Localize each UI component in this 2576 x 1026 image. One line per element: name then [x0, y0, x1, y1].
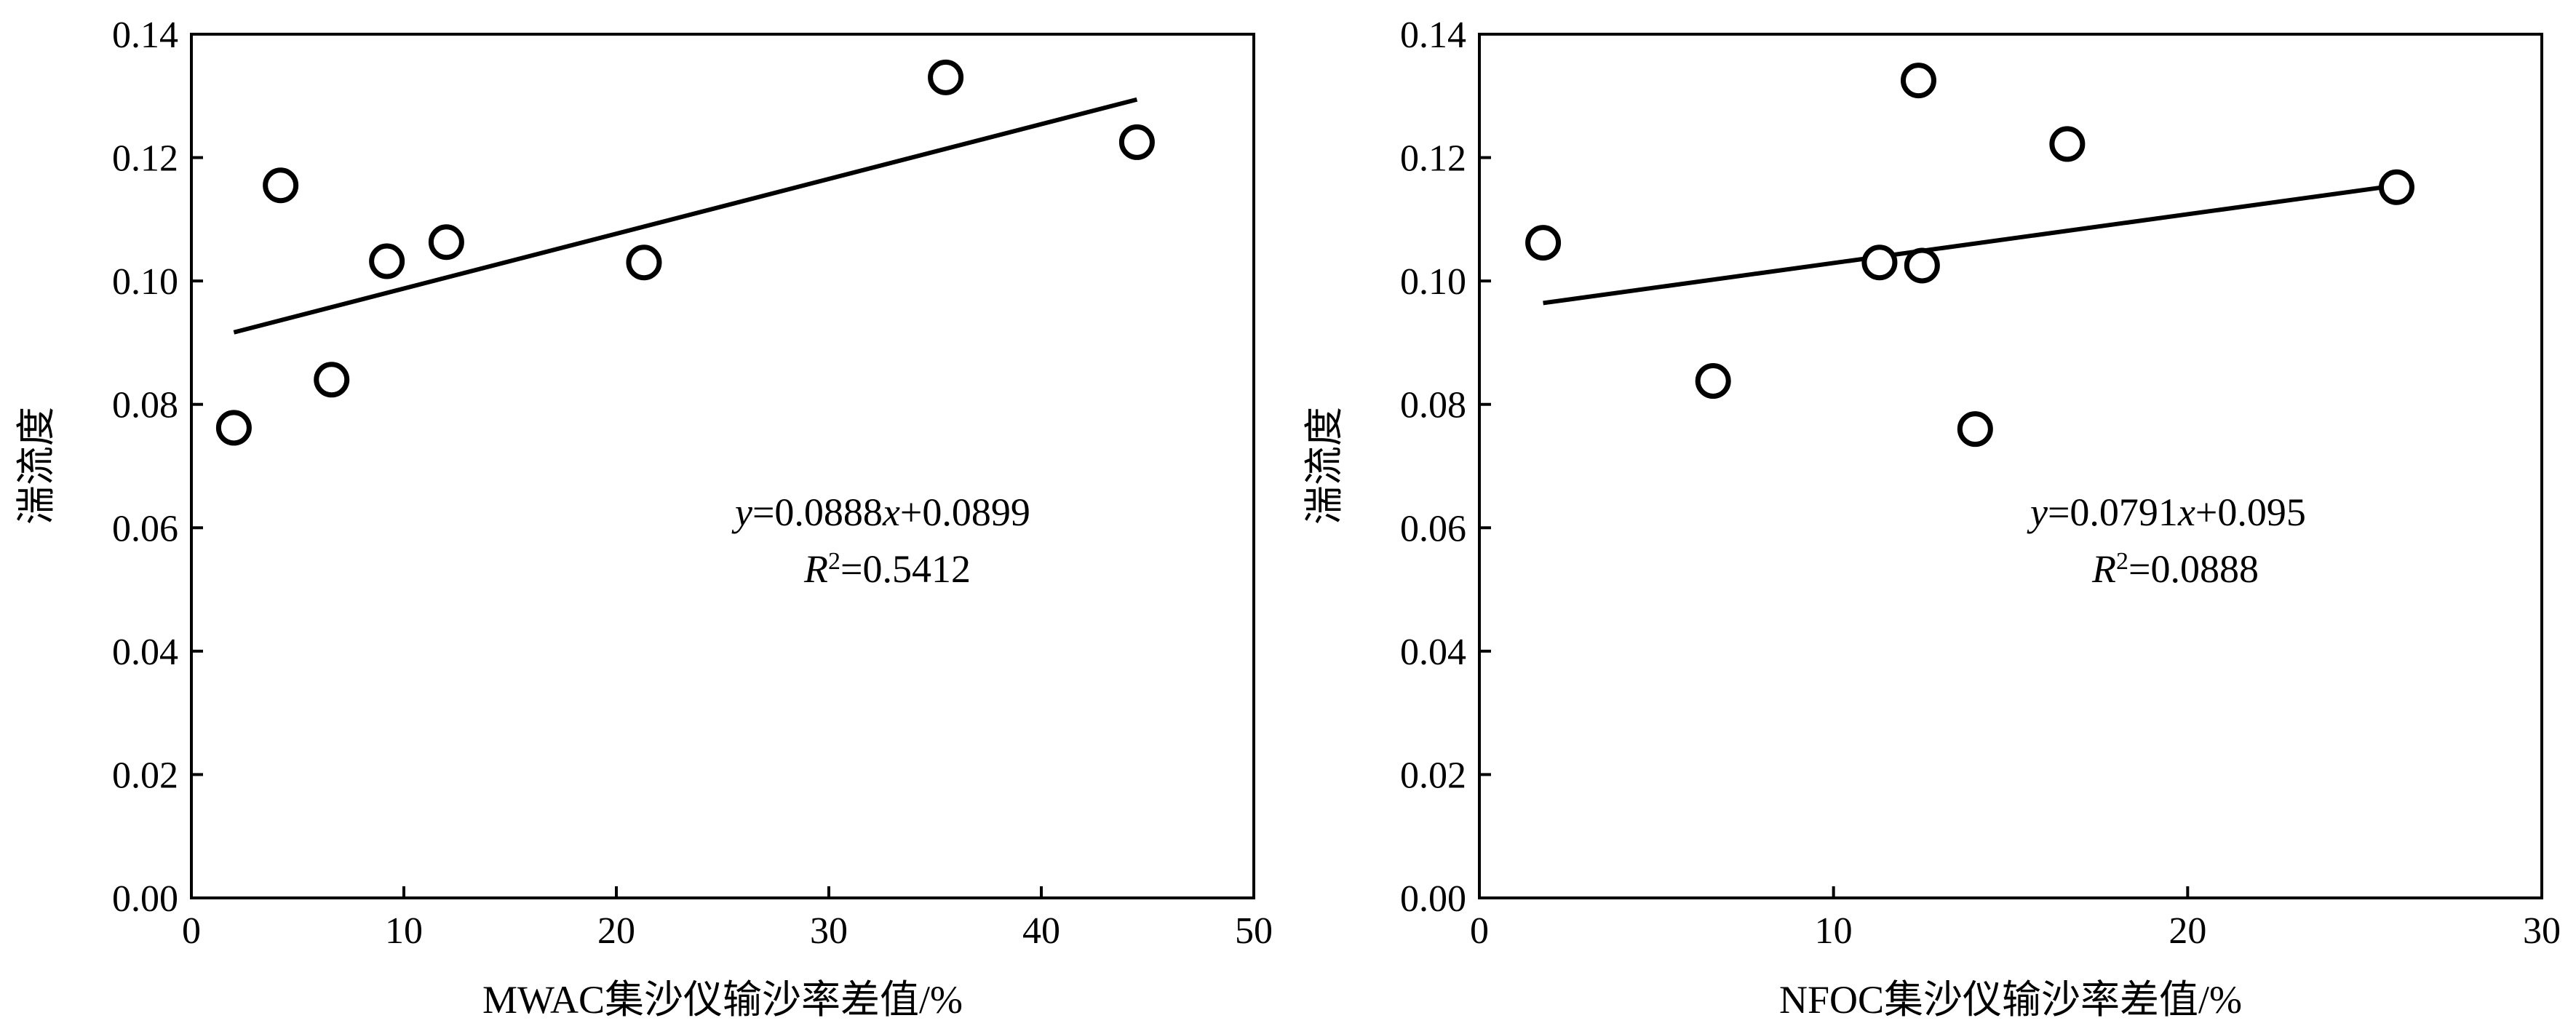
- data-point: [263, 167, 299, 204]
- y-axis-ticks: 0.00 0.02 0.04 0.06 0.08 0.10 0.12 0.14: [1400, 15, 1491, 920]
- x-tick-label: 30: [2523, 910, 2561, 952]
- x-tick-label: 30: [810, 910, 848, 952]
- y-tick-label: 0.06: [112, 508, 178, 549]
- data-point: [428, 224, 464, 261]
- x-tick-label: 10: [1815, 910, 1853, 952]
- y-tick-label: 0.04: [112, 632, 178, 673]
- fit-equation: y=0.0791x+0.095: [2027, 490, 2306, 534]
- r2-value: =0.0888: [2128, 547, 2259, 591]
- x-axis-ticks: 0 10 20 30: [1470, 886, 2561, 952]
- fit-r-squared: R2=0.0888: [2091, 547, 2259, 591]
- data-point: [1900, 63, 1936, 99]
- data-point: [1904, 247, 1940, 284]
- y-axis-title: 湍流度: [1303, 407, 1346, 525]
- plot-frame: [1478, 33, 2543, 899]
- regression-line: [233, 97, 1138, 335]
- y-tick-label: 0.08: [112, 385, 178, 426]
- y-tick-label: 0.02: [1400, 755, 1466, 796]
- x-tick-label: 20: [597, 910, 635, 952]
- data-point: [369, 243, 405, 279]
- x-tick-label: 0: [1470, 910, 1489, 952]
- data-point: [626, 244, 662, 281]
- y-tick-label: 0.10: [1400, 261, 1466, 303]
- points-layer: [215, 59, 1155, 446]
- x-tick-label: 20: [2168, 910, 2206, 952]
- y-tick-label: 0.12: [112, 138, 178, 180]
- points-layer: [1525, 63, 2414, 448]
- fit-equation: y=0.0888x+0.0899: [731, 490, 1030, 534]
- data-point: [1957, 411, 1993, 448]
- eq-y-var: y: [731, 490, 752, 534]
- data-point: [215, 410, 252, 446]
- y-tick-label: 0.14: [1400, 15, 1466, 56]
- y-tick-label: 0.00: [112, 878, 178, 920]
- regression-line: [1543, 183, 2397, 306]
- y-tick-label: 0.00: [1400, 878, 1466, 920]
- x-axis-ticks: 0 10 20 30 40 50: [182, 886, 1273, 952]
- scatter-panel-mwac: 0.00 0.02 0.04 0.06 0.08 0.10 0.12 0.14 0 10 20 30…: [15, 15, 1273, 1022]
- data-point: [928, 59, 964, 95]
- y-axis-ticks: 0.00 0.02 0.04 0.06 0.08 0.10 0.12 0.14: [112, 15, 203, 920]
- y-tick-label: 0.08: [1400, 385, 1466, 426]
- y-tick-label: 0.06: [1400, 508, 1466, 549]
- x-axis-title: NFOC集沙仪输沙率差值/%: [1779, 978, 2242, 1022]
- data-point: [2378, 169, 2414, 205]
- r2-superscript: 2: [2116, 548, 2128, 575]
- x-tick-label: 40: [1022, 910, 1060, 952]
- data-point: [2049, 126, 2086, 162]
- x-tick-label: 10: [385, 910, 423, 952]
- eq-slope: =0.0888: [752, 490, 883, 534]
- data-point: [1861, 244, 1898, 281]
- r2-value: =0.5412: [840, 547, 971, 591]
- x-tick-label: 50: [1235, 910, 1273, 952]
- eq-y-var: y: [2027, 490, 2048, 534]
- r2-symbol: R: [2091, 547, 2116, 591]
- eq-slope: =0.0791: [2048, 490, 2178, 534]
- fit-layer: [233, 97, 1138, 335]
- fit-r-squared: R2=0.5412: [803, 547, 971, 591]
- y-tick-label: 0.02: [112, 755, 178, 796]
- r2-symbol: R: [803, 547, 828, 591]
- x-tick-label: 0: [182, 910, 201, 952]
- data-point: [1118, 124, 1155, 160]
- x-axis-title: MWAC集沙仪输沙率差值/%: [482, 978, 963, 1022]
- fit-layer: [1543, 183, 2397, 306]
- data-point: [314, 362, 350, 398]
- eq-intercept: +0.095: [2195, 490, 2306, 534]
- y-axis-title: 湍流度: [15, 407, 58, 525]
- plot-frame: [190, 33, 1255, 899]
- scatter-panel-nfoc: 0.00 0.02 0.04 0.06 0.08 0.10 0.12 0.14 0 10 20 30…: [1303, 15, 2561, 1022]
- r2-superscript: 2: [828, 548, 840, 575]
- y-tick-label: 0.14: [112, 15, 178, 56]
- eq-x-var: x: [2177, 490, 2195, 534]
- y-tick-label: 0.12: [1400, 138, 1466, 180]
- eq-intercept: +0.0899: [900, 490, 1030, 534]
- data-point: [1695, 362, 1731, 399]
- data-point: [1525, 225, 1562, 261]
- y-tick-label: 0.10: [112, 261, 178, 303]
- eq-x-var: x: [882, 490, 900, 534]
- y-tick-label: 0.04: [1400, 632, 1466, 673]
